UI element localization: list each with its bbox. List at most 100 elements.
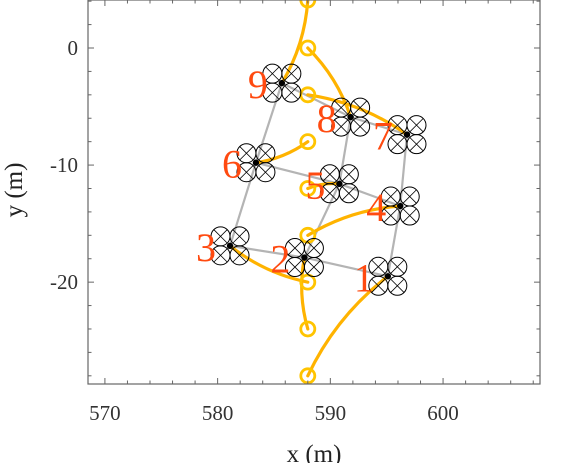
drone-2 [284, 238, 324, 278]
drone-label-2: 2 [270, 237, 290, 282]
drone-5 [319, 164, 359, 204]
drone-5-rotor-4-blade-b [341, 186, 356, 201]
drone-8-rotor-4-blade-b [353, 119, 368, 134]
drone-8-hub [347, 113, 354, 121]
drone-3-rotor-1-blade-b [213, 229, 228, 244]
drone-2-rotor-4-blade-b [306, 260, 321, 274]
drone-label-5: 5 [305, 163, 325, 208]
drone-7 [387, 115, 427, 155]
formation-edge-3-2 [229, 244, 305, 259]
drone-label-9: 9 [248, 62, 268, 107]
formation-edge-8-7 [350, 116, 408, 136]
drone-5-rotor-4 [338, 183, 359, 204]
drone-4-hub [397, 202, 404, 210]
drone-7-rotor-3-blade-b [390, 137, 405, 152]
drone-label-7: 7 [373, 114, 393, 159]
drone-6-rotor-4-blade-b [258, 165, 273, 180]
y-tick-label--20: -20 [50, 270, 78, 294]
formation-edge-5-4 [338, 182, 401, 208]
drone-4 [380, 186, 420, 226]
drone-4-rotor-4 [399, 205, 420, 226]
drone-4-rotor-2-blade-b [402, 189, 417, 204]
drone-8-rotor-1-blade-b [334, 100, 349, 115]
drone-6-hub [252, 159, 260, 166]
drone-1-rotor-2-blade-b [390, 259, 405, 274]
drone-7-hub [403, 131, 411, 138]
drone-1-rotor-3-blade-b [371, 278, 386, 293]
drone-9-rotor-1-blade-b [265, 66, 280, 81]
formation-edge-6-5 [255, 161, 340, 185]
drone-6-rotor-2-blade-b [258, 146, 273, 161]
formation-edge-9-8 [281, 82, 352, 119]
drone-2-rotor-3-blade-b [287, 260, 302, 274]
drone-4-rotor-1-blade-b [383, 189, 398, 204]
trajectory-4 [306, 204, 402, 237]
formation-edge-6-3 [228, 162, 258, 247]
drone-9-rotor-4 [281, 82, 302, 103]
y-tick-label-0: 0 [68, 36, 79, 60]
drone-7-rotor-2-blade-b [409, 118, 424, 133]
formation-edges [228, 82, 409, 278]
axes: 570 580 590 600 0 -10 -20 [50, 0, 541, 425]
x-axis-title: x (m) [287, 441, 342, 463]
drone-3-rotor-2-blade-b [232, 229, 247, 244]
drone-7-rotor-4-blade-b [409, 137, 424, 152]
drone-9-rotor-2-blade-b [284, 66, 299, 81]
trajectory-3 [228, 244, 310, 284]
start-marker-2 [299, 320, 317, 338]
start-marker-3 [299, 273, 317, 291]
drone-label-1: 1 [354, 255, 374, 300]
drone-labels: 9 8 7 6 5 4 3 2 1 [196, 62, 393, 300]
start-marker-8 [299, 39, 317, 57]
drone-9-rotor-3-blade-b [265, 85, 280, 100]
drone-8-rotor-4 [350, 116, 371, 137]
x-tick-label-600: 600 [427, 401, 459, 425]
drone-2-rotor-1-blade-b [287, 241, 302, 255]
start-marker-5 [299, 180, 317, 197]
x-tick-label-580: 580 [202, 401, 234, 425]
drone-8-rotor-2-blade-b [353, 100, 368, 115]
x-tick-label-590: 590 [315, 401, 347, 425]
formation-edge-9-6 [254, 82, 283, 164]
drone-2-rotor-2-blade-b [306, 241, 321, 255]
drone-3-rotor-3-blade-b [213, 248, 228, 263]
drone-1-hub [384, 273, 392, 280]
drone-9-rotor-4-blade-b [284, 85, 299, 100]
y-tick-label--10: -10 [50, 153, 78, 177]
drone-7-rotor-4 [406, 134, 427, 155]
drone-5-hub [336, 180, 343, 188]
drone-3-rotor-4-blade-b [232, 248, 247, 263]
drone-7-rotor-1-blade-b [390, 118, 405, 133]
drone-5-rotor-3-blade-b [322, 186, 337, 201]
drone-1-rotor-1-blade-b [371, 259, 386, 274]
drone-6-rotor-3-blade-b [239, 165, 254, 180]
x-tick-label-570: 570 [89, 401, 121, 425]
drone-3-rotor-4 [229, 245, 250, 266]
drone-6-rotor-4 [255, 162, 276, 183]
drone-2-hub [301, 254, 308, 261]
drone-3-hub [226, 242, 234, 250]
drone-8 [331, 97, 371, 137]
drone-1-rotor-4 [387, 275, 408, 296]
start-marker-9 [299, 0, 317, 9]
drone-5-rotor-2-blade-b [341, 167, 356, 182]
formation-edge-4-1 [386, 205, 402, 277]
drone-1-rotor-4-blade-b [390, 278, 405, 293]
drone-label-6: 6 [222, 142, 242, 187]
drone-1 [368, 256, 408, 296]
start-marker-6 [299, 133, 317, 151]
drone-9-hub [278, 79, 286, 87]
drone-4-rotor-3-blade-b [383, 208, 398, 223]
drone-6-rotor-1-blade-b [239, 146, 254, 161]
formation-edge-7-4 [399, 134, 409, 207]
drone-label-8: 8 [317, 96, 337, 141]
drone-label-3: 3 [196, 225, 216, 270]
drones [210, 63, 427, 296]
drone-4-rotor-4-blade-b [402, 208, 417, 223]
trajectory-1 [306, 274, 390, 378]
drone-2-rotor-4 [303, 257, 324, 278]
drone-5-rotor-1-blade-b [322, 167, 337, 182]
y-axis-title: y (m) [1, 163, 28, 218]
drone-3 [210, 226, 250, 266]
